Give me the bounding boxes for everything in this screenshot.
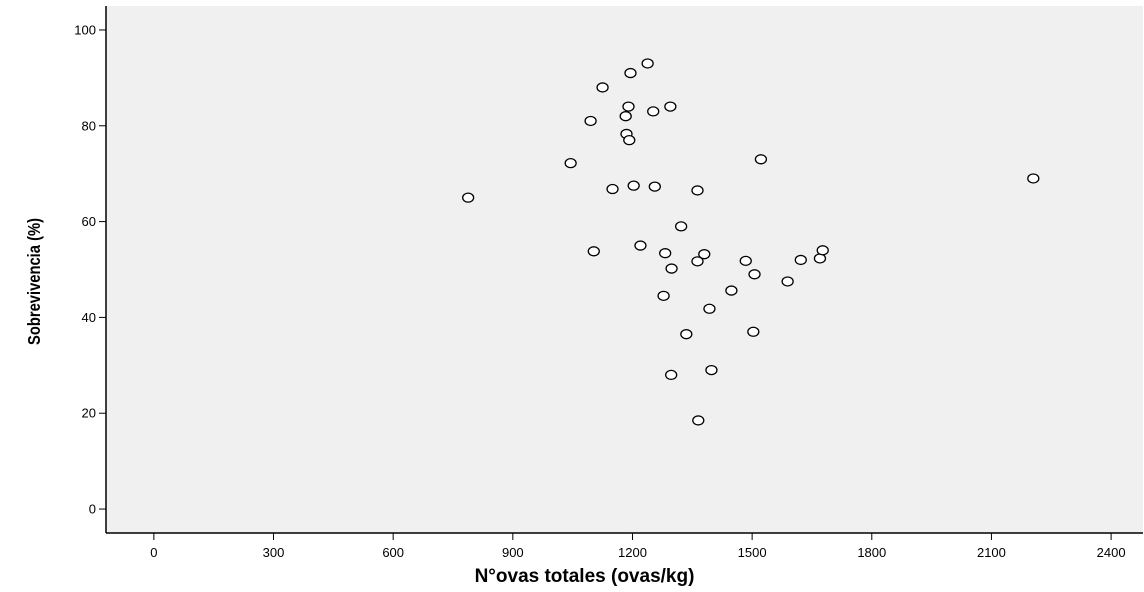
data-point xyxy=(692,415,705,426)
data-point xyxy=(564,157,577,169)
data-point xyxy=(627,180,640,191)
x-tick-label: 600 xyxy=(382,545,404,560)
y-tick-label: 80 xyxy=(82,118,96,133)
data-point xyxy=(648,181,661,192)
y-tick-label: 20 xyxy=(82,406,96,421)
data-points xyxy=(462,58,1040,426)
data-point xyxy=(739,255,752,267)
data-point xyxy=(725,285,738,296)
x-tick-label: 2100 xyxy=(977,545,1006,560)
data-point xyxy=(619,111,632,122)
data-point xyxy=(816,245,829,256)
y-tick-label: 40 xyxy=(82,310,96,325)
data-point xyxy=(657,290,670,302)
data-point xyxy=(596,82,609,93)
data-point xyxy=(462,192,475,203)
data-point xyxy=(680,329,693,340)
y-tick-label: 0 xyxy=(89,502,96,517)
y-tick-label: 60 xyxy=(82,214,96,229)
data-point xyxy=(747,326,760,337)
data-point xyxy=(698,249,711,260)
data-point xyxy=(794,254,807,266)
data-point xyxy=(641,58,654,69)
data-point xyxy=(624,67,637,79)
data-point xyxy=(748,269,761,280)
data-point xyxy=(623,134,636,146)
data-point xyxy=(587,246,600,257)
data-point xyxy=(705,364,718,376)
data-point xyxy=(665,369,678,381)
data-point xyxy=(674,221,688,232)
y-axis-ticks: 0 20 40 60 80 100 xyxy=(74,22,106,517)
data-point xyxy=(691,256,704,267)
y-tick-label: 100 xyxy=(74,22,96,37)
data-point xyxy=(691,185,704,196)
x-tick-label: 0 xyxy=(150,545,157,560)
plot-area xyxy=(106,6,1143,533)
data-point xyxy=(1027,173,1040,184)
data-point xyxy=(659,248,672,259)
x-tick-label: 1200 xyxy=(618,545,647,560)
data-point xyxy=(781,276,794,287)
x-tick-label: 1500 xyxy=(738,545,767,560)
y-axis-title: Sobrevivencia (%) xyxy=(25,218,45,345)
data-point xyxy=(634,240,647,251)
x-axis-title: N°ovas totales (ovas/kg) xyxy=(475,566,695,587)
x-axis-ticks: 0 300 600 900 1200 1500 1800 2100 2400 xyxy=(150,533,1126,560)
data-point xyxy=(754,154,768,165)
data-point xyxy=(622,101,635,112)
x-tick-label: 2400 xyxy=(1097,545,1126,560)
data-point xyxy=(606,183,619,195)
x-tick-label: 300 xyxy=(263,545,285,560)
data-point xyxy=(584,115,597,127)
data-point xyxy=(647,106,660,117)
x-tick-label: 1800 xyxy=(857,545,886,560)
x-tick-label: 900 xyxy=(502,545,524,560)
data-point xyxy=(703,303,716,314)
data-point xyxy=(664,101,677,112)
data-point xyxy=(665,263,678,274)
